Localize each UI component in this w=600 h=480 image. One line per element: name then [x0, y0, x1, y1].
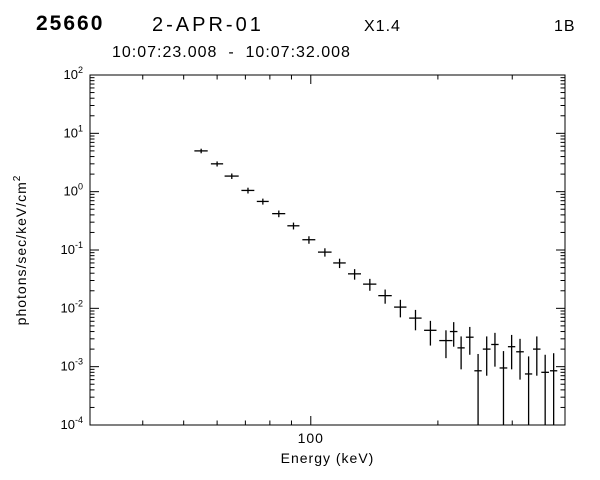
- y-axis-title: photons/sec/keV/cm2: [12, 175, 29, 326]
- goes-class: X1.4: [364, 18, 401, 35]
- y-tick-label: 100: [64, 182, 83, 199]
- axis-labels: Energy (keV) photons/sec/keV/cm2: [12, 175, 375, 466]
- x-axis-title: Energy (keV): [281, 450, 375, 466]
- optical-class: 1B: [554, 18, 576, 35]
- x-tick-label: 100: [298, 430, 324, 446]
- y-tick-label: 10-3: [61, 357, 83, 374]
- plot-frame: [89, 74, 566, 426]
- data-points: [194, 148, 558, 425]
- y-tick-label: 10-4: [61, 415, 83, 432]
- y-tick-label: 10-2: [61, 298, 83, 315]
- y-tick-label: 10-1: [61, 240, 83, 257]
- y-tick-label: 101: [64, 123, 83, 140]
- x-axis-ticks: 100: [142, 75, 566, 446]
- time-range: 10:07:23.008 - 10:07:32.008: [112, 44, 351, 61]
- flare-number: 25660: [36, 12, 105, 35]
- y-axis-ticks: 102 101 100 10-1 10-2 10-3 10-4: [61, 65, 565, 432]
- y-tick-label: 102: [64, 65, 83, 82]
- flare-date: 2-APR-01: [152, 14, 264, 36]
